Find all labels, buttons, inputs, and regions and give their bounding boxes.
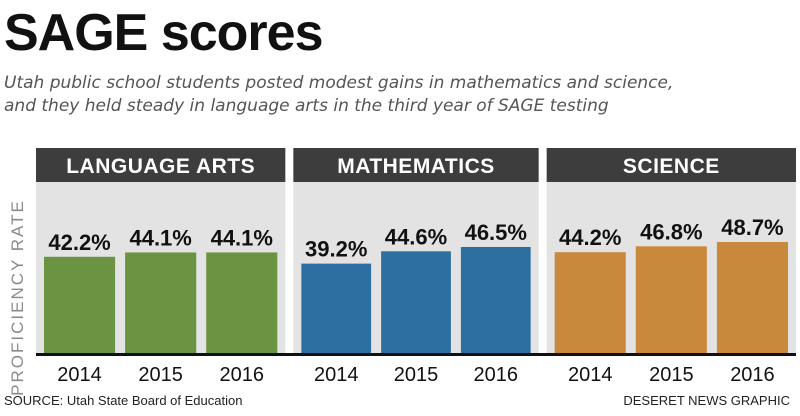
bar-mathematics-2015 [381,251,451,353]
x-tick-mathematics-2015: 2015 [394,364,439,386]
x-tick-language-arts-2014: 2014 [57,364,102,386]
data-label-mathematics-2014: 39.2% [305,237,367,262]
data-label-science-2015: 46.8% [640,219,702,244]
bar-science-2014 [554,252,626,353]
panel-header-science [546,148,796,182]
bar-language-arts-2016 [206,252,278,353]
source-note: SOURCE: Utah State Board of Education [4,393,243,408]
panel-title-science: SCIENCE [623,155,720,178]
x-tick-science-2015: 2015 [649,364,694,386]
panel-title-mathematics: MATHEMATICS [337,155,495,178]
data-label-language-arts-2014: 42.2% [48,230,110,255]
bar-science-2016 [716,241,788,353]
subtitle-line-1: Utah public school students posted modes… [4,73,674,93]
graphic-credit: DESERET NEWS GRAPHIC [623,393,790,408]
bar-language-arts-2014 [44,256,116,353]
data-label-mathematics-2015: 44.6% [385,224,447,249]
panel-header-language-arts [36,148,286,182]
x-tick-language-arts-2016: 2016 [220,364,265,386]
data-label-language-arts-2015: 44.1% [129,225,191,250]
x-tick-language-arts-2015: 2015 [138,364,183,386]
x-tick-mathematics-2014: 2014 [314,364,359,386]
bar-language-arts-2015 [125,252,197,353]
bar-mathematics-2016 [460,246,531,353]
data-label-science-2016: 48.7% [721,215,783,240]
data-label-language-arts-2016: 44.1% [211,225,273,250]
bar-science-2015 [635,246,707,353]
data-label-science-2014: 44.2% [559,225,621,250]
chart-title: SAGE scores [4,4,323,62]
y-axis-label: PROFICIENCY RATE [8,199,27,396]
x-tick-science-2016: 2016 [730,364,775,386]
chart-subtitle: Utah public school students posted modes… [4,72,796,118]
bar-mathematics-2014 [301,263,372,353]
x-tick-science-2014: 2014 [568,364,613,386]
x-axis-line [36,353,796,356]
x-tick-mathematics-2016: 2016 [474,364,519,386]
panel-title-language-arts: LANGUAGE ARTS [66,155,255,178]
data-label-mathematics-2016: 46.5% [465,220,527,245]
subtitle-line-2: and they held steady in language arts in… [4,96,609,116]
panel-header-mathematics [293,148,539,182]
